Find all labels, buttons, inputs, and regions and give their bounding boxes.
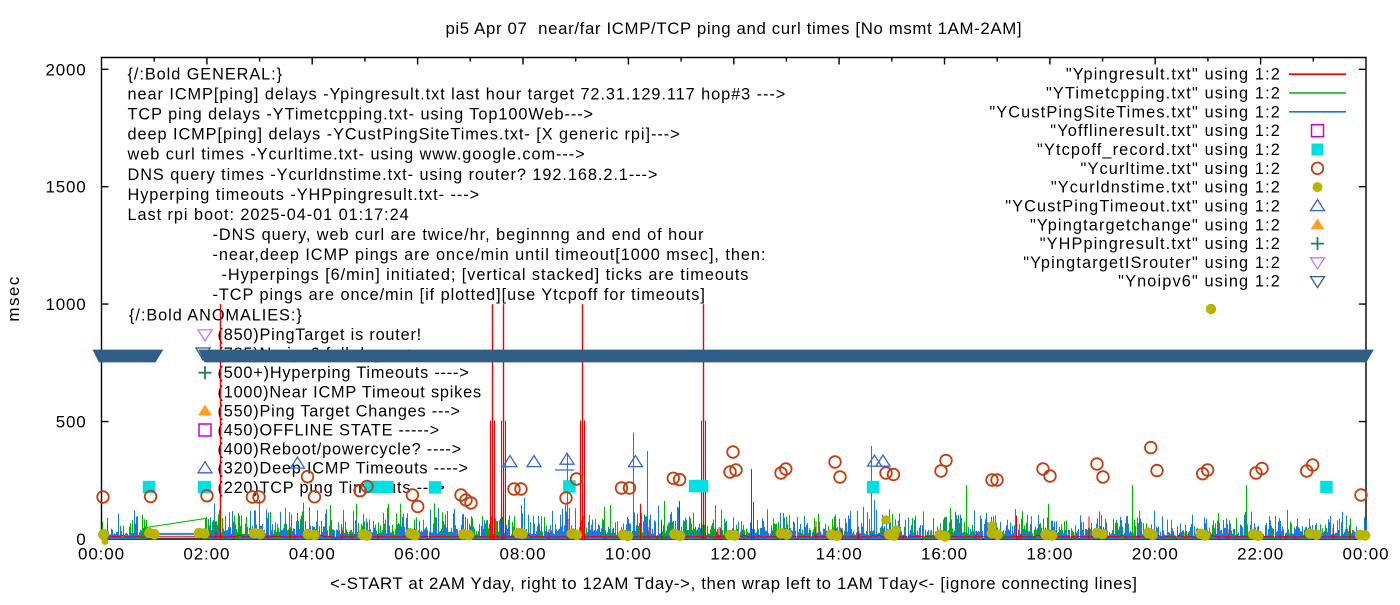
svg-text:18:00: 18:00 — [1026, 545, 1073, 564]
svg-text:pi5 Apr 07 near/far ICMP/TCP: pi5 Apr 07 near/far ICMP/TCP ping and cu… — [445, 19, 1022, 38]
svg-text:-Hyperpings [6/min] initiated;: -Hyperpings [6/min] initiated; [vertical… — [222, 266, 750, 284]
svg-text:00:00: 00:00 — [78, 545, 125, 564]
svg-text:06:00: 06:00 — [394, 545, 441, 564]
svg-text:20:00: 20:00 — [1132, 545, 1179, 564]
svg-text:0: 0 — [76, 530, 86, 549]
svg-text:{/:Bold GENERAL:}: {/:Bold GENERAL:} — [128, 66, 284, 84]
svg-text:TCP ping delays -YTimetcpping.: TCP ping delays -YTimetcpping.txt- using… — [128, 106, 595, 124]
svg-text:04:00: 04:00 — [289, 545, 336, 564]
svg-text:500: 500 — [56, 413, 87, 432]
svg-text:"Yofflineresult.txt" using 1:2: "Yofflineresult.txt" using 1:2 — [1050, 122, 1281, 140]
svg-text:"YCustPingTimeout.txt" using 1: "YCustPingTimeout.txt" using 1:2 — [1005, 197, 1281, 215]
svg-text:"Ytcpoff_record.txt" using 1:2: "Ytcpoff_record.txt" using 1:2 — [1037, 141, 1281, 159]
svg-text:"YCustPingSiteTimes.txt" using: "YCustPingSiteTimes.txt" using 1:2 — [989, 103, 1281, 121]
svg-text:web curl times -Ycurltime.txt-: web curl times -Ycurltime.txt- using www… — [127, 146, 586, 164]
svg-text:(450)OFFLINE STATE ----->: (450)OFFLINE STATE -----> — [218, 422, 440, 440]
svg-text:(500+)Hyperping Timeouts ---->: (500+)Hyperping Timeouts ----> — [218, 364, 470, 382]
svg-text:deep ICMP[ping] delays -YCustP: deep ICMP[ping] delays -YCustPingSiteTim… — [128, 126, 681, 144]
svg-text:near ICMP[ping] delays -Ypingr: near ICMP[ping] delays -Ypingresult.txt … — [128, 86, 787, 104]
svg-text:1000: 1000 — [45, 295, 86, 314]
svg-text:"Ypingresult.txt" using 1:2: "Ypingresult.txt" using 1:2 — [1066, 66, 1281, 84]
svg-text:-TCP pings are once/min [if pl: -TCP pings are once/min [if plotted][use… — [213, 286, 706, 304]
svg-text:02:00: 02:00 — [183, 545, 230, 564]
svg-text:"YTimetcpping.txt" using 1:2: "YTimetcpping.txt" using 1:2 — [1046, 85, 1281, 103]
svg-text:"Ycurltime.txt" using 1:2: "Ycurltime.txt" using 1:2 — [1081, 160, 1281, 178]
svg-text:16:00: 16:00 — [921, 545, 968, 564]
svg-text:10:00: 10:00 — [605, 545, 652, 564]
svg-text:14:00: 14:00 — [816, 545, 863, 564]
svg-text:12:00: 12:00 — [710, 545, 757, 564]
svg-text:(220)TCP ping Timeouts --->: (220)TCP ping Timeouts ---> — [218, 479, 446, 497]
svg-text:{/:Bold ANOMALIES:}: {/:Bold ANOMALIES:} — [129, 306, 303, 324]
svg-text:"YHPpingresult.txt" using 1:2: "YHPpingresult.txt" using 1:2 — [1040, 235, 1281, 253]
svg-text:"YpingtargetISrouter" using 1:: "YpingtargetISrouter" using 1:2 — [1023, 254, 1281, 272]
svg-text:-DNS query, web curl are twice: -DNS query, web curl are twice/hr, begin… — [213, 226, 705, 244]
svg-text:22:00: 22:00 — [1237, 545, 1284, 564]
svg-text:(320)Deep ICMP Timeouts ---->: (320)Deep ICMP Timeouts ----> — [218, 460, 469, 478]
svg-text:08:00: 08:00 — [499, 545, 546, 564]
svg-text:DNS query times -Ycurldnstime.: DNS query times -Ycurldnstime.txt- using… — [128, 166, 659, 184]
svg-text:(550)Ping Target Changes --->: (550)Ping Target Changes ---> — [218, 402, 461, 420]
svg-text:<-START at 2AM Yday, right to: <-START at 2AM Yday, right to 12AM Tday-… — [330, 574, 1138, 593]
svg-text:2000: 2000 — [45, 60, 86, 79]
svg-text:(1000)Near ICMP Timeout spikes: (1000)Near ICMP Timeout spikes — [218, 383, 482, 401]
svg-text:msec: msec — [4, 275, 23, 321]
svg-text:(850)PingTarget is router!: (850)PingTarget is router! — [218, 326, 423, 344]
svg-text:(400)Reboot/powercycle? ---->: (400)Reboot/powercycle? ----> — [218, 441, 462, 459]
svg-text:1500: 1500 — [45, 178, 86, 197]
svg-text:"Ycurldnstime.txt" using 1:2: "Ycurldnstime.txt" using 1:2 — [1051, 179, 1281, 197]
svg-text:Last rpi boot: 2025-04-01 01:1: Last rpi boot: 2025-04-01 01:17:24 — [128, 206, 410, 224]
svg-text:-near,deep ICMP pings are once: -near,deep ICMP pings are once/min until… — [213, 246, 767, 264]
svg-text:"Ypingtargetchange" using 1:2: "Ypingtargetchange" using 1:2 — [1030, 216, 1281, 234]
svg-text:"Ynoipv6" using 1:2: "Ynoipv6" using 1:2 — [1118, 273, 1281, 291]
svg-text:Hyperping timeouts -YHPpingres: Hyperping timeouts -YHPpingresult.txt- -… — [128, 186, 481, 204]
svg-text:00:00: 00:00 — [1342, 545, 1389, 564]
